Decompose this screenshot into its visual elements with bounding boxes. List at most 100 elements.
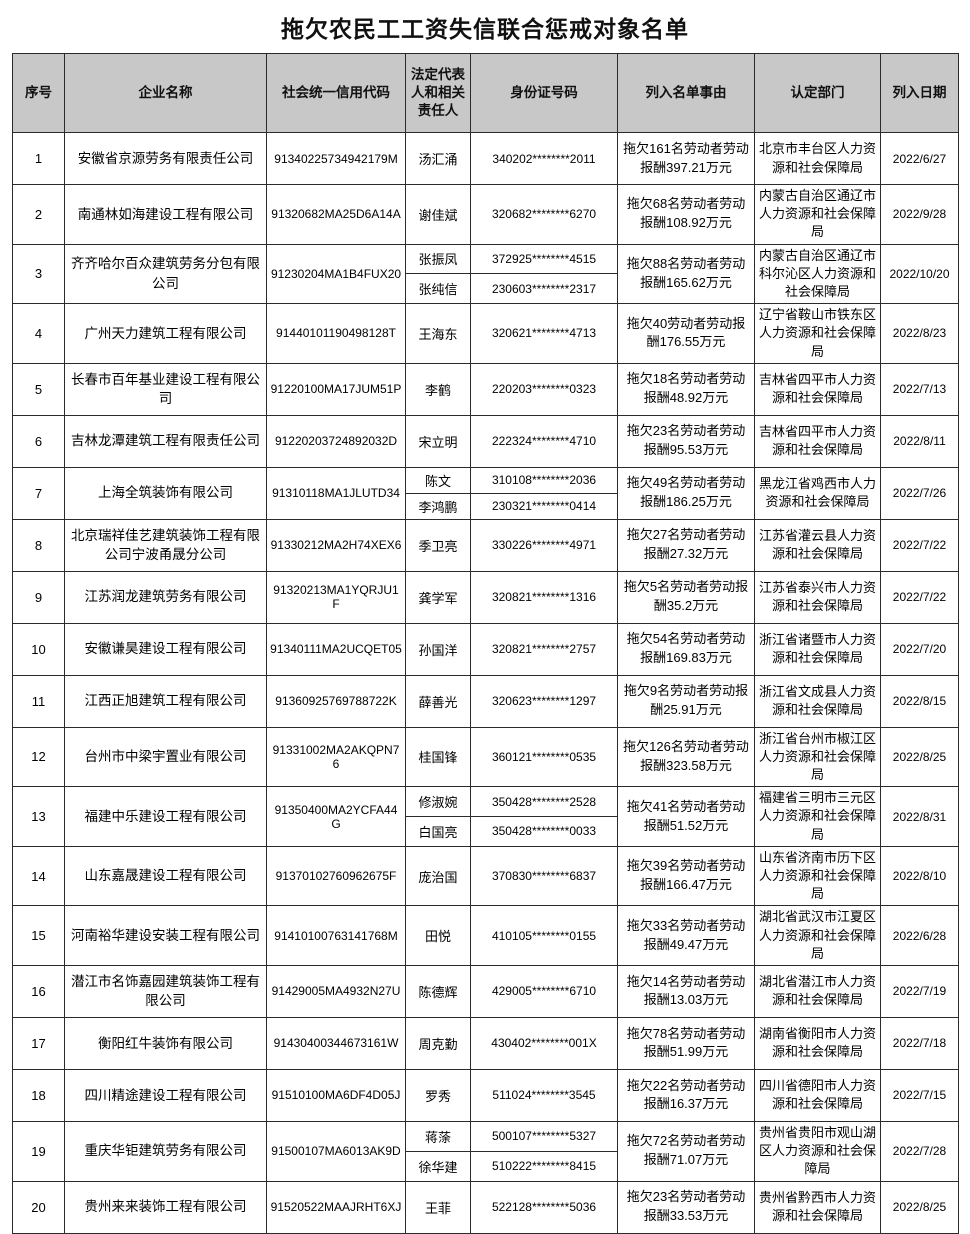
header-row: 序号 企业名称 社会统一信用代码 法定代表人和相关责任人 身份证号码 列入名单事由 认定部门… — [12, 53, 959, 133]
reason-cell: 拖欠68名劳动者劳动报酬108.92万元 — [617, 184, 755, 245]
person-id-cell: 370830********6837 — [470, 845, 618, 907]
department-cell: 浙江省台州市椒江区人力资源和社会保障局 — [754, 726, 881, 788]
department-cell: 北京市丰台区人力资源和社会保障局 — [754, 132, 881, 185]
row-number-cell: 10 — [12, 622, 65, 676]
company-name-cell: 重庆华钜建筑劳务有限公司 — [64, 1120, 267, 1182]
department-cell: 吉林省四平市人力资源和社会保障局 — [754, 362, 881, 416]
person-id-cell: 230603********2317 — [470, 273, 618, 305]
person-name-cell: 龚学军 — [405, 570, 471, 624]
date-cell: 2022/10/20 — [880, 243, 959, 305]
company-name-cell: 福建中乐建设工程有限公司 — [64, 786, 267, 847]
department-cell: 湖北省武汉市江夏区人力资源和社会保障局 — [754, 905, 881, 966]
row-number-cell: 3 — [12, 243, 65, 305]
person-id-cell: 320821********2757 — [470, 622, 618, 676]
table-row: 16 潜江市名饰嘉园建筑装饰工程有限公司 91429005MA4932N27U 陈德辉… — [12, 964, 959, 1018]
person-name-cell: 季卫亮 — [405, 518, 471, 572]
person-name-cell: 徐华建 — [405, 1150, 471, 1182]
table-sub-row: 张纯信 230603********2317 — [13, 273, 959, 305]
row-number-cell: 8 — [12, 518, 65, 572]
row-number-cell: 2 — [12, 184, 65, 245]
date-cell: 2022/7/22 — [880, 518, 959, 572]
credit-code-cell: 91220203724892032D — [266, 414, 406, 468]
credit-code-cell: 91320682MA25D6A14A — [266, 184, 406, 245]
department-cell: 湖南省衡阳市人力资源和社会保障局 — [754, 1016, 881, 1070]
person-name-cell: 陈文 — [405, 466, 471, 494]
reason-cell: 拖欠18名劳动者劳动报酬48.92万元 — [617, 362, 755, 416]
credit-code-cell: 91230204MA1B4FUX20 — [266, 243, 406, 305]
person-name-cell: 周克勤 — [405, 1016, 471, 1070]
date-cell: 2022/7/22 — [880, 570, 959, 624]
company-name-cell: 北京瑞祥佳艺建筑装饰工程有限公司宁波甬晟分公司 — [64, 518, 267, 572]
person-id-cell: 522128********5036 — [470, 1180, 618, 1234]
reason-cell: 拖欠161名劳动者劳动报酬397.21万元 — [617, 132, 755, 185]
column-header-credit-code: 社会统一信用代码 — [266, 53, 406, 133]
department-cell: 江苏省泰兴市人力资源和社会保障局 — [754, 570, 881, 624]
row-number-cell: 6 — [12, 414, 65, 468]
company-name-cell: 上海全筑装饰有限公司 — [64, 466, 267, 520]
person-name-cell: 罗秀 — [405, 1068, 471, 1122]
table-row: 1 安徽省京源劳务有限责任公司 91340225734942179M 汤汇涌 34020… — [12, 132, 959, 185]
reason-cell: 拖欠23名劳动者劳动报酬95.53万元 — [617, 414, 755, 468]
person-name-cell: 张振凤 — [405, 243, 471, 275]
table-row: 14 山东嘉晟建设工程有限公司 91370102760962675F 庞治国 37083… — [12, 845, 959, 907]
person-name-cell: 张纯信 — [405, 273, 471, 305]
department-cell: 浙江省文成县人力资源和社会保障局 — [754, 674, 881, 728]
company-name-cell: 河南裕华建设安装工程有限公司 — [64, 905, 267, 966]
person-name-cell: 王海东 — [405, 303, 471, 364]
company-name-cell: 广州天力建筑工程有限公司 — [64, 303, 267, 364]
date-cell: 2022/7/20 — [880, 622, 959, 676]
date-cell: 2022/6/27 — [880, 132, 959, 185]
table-row: 19 重庆华钜建筑劳务有限公司 91500107MA6013AK9D 蒋蒤 500107… — [12, 1120, 959, 1182]
column-header-company: 企业名称 — [64, 53, 267, 133]
person-id-cell: 320623********1297 — [470, 674, 618, 728]
table-row: 17 衡阳红牛装饰有限公司 91430400344673161W 周克勤 430402*… — [12, 1016, 959, 1070]
reason-cell: 拖欠40劳动者劳动报酬176.55万元 — [617, 303, 755, 364]
date-cell: 2022/8/11 — [880, 414, 959, 468]
department-cell: 吉林省四平市人力资源和社会保障局 — [754, 414, 881, 468]
reason-cell: 拖欠49名劳动者劳动报酬186.25万元 — [617, 466, 755, 520]
person-id-cell: 511024********3545 — [470, 1068, 618, 1122]
table-row: 4 广州天力建筑工程有限公司 91440101190498128T 王海东 320621… — [12, 303, 959, 364]
penalty-roster-table: 序号 企业名称 社会统一信用代码 法定代表人和相关责任人 身份证号码 列入名单事由 认定部门… — [12, 53, 959, 1234]
person-id-cell: 510222********8415 — [470, 1150, 618, 1182]
row-number-cell: 4 — [12, 303, 65, 364]
credit-code-cell: 91430400344673161W — [266, 1016, 406, 1070]
person-id-cell: 350428********2528 — [470, 786, 618, 818]
department-cell: 内蒙古自治区通辽市人力资源和社会保障局 — [754, 184, 881, 245]
date-cell: 2022/7/15 — [880, 1068, 959, 1122]
company-name-cell: 四川精途建设工程有限公司 — [64, 1068, 267, 1122]
person-id-cell: 350428********0033 — [470, 816, 618, 847]
person-name-cell: 陈德辉 — [405, 964, 471, 1018]
credit-code-cell: 91340111MA2UCQET05 — [266, 622, 406, 676]
credit-code-cell: 91350400MA2YCFA44G — [266, 786, 406, 847]
table-sub-row: 李鸿鹏 230321********0414 — [13, 492, 959, 520]
person-id-cell: 310108********2036 — [470, 466, 618, 494]
company-name-cell: 吉林龙潭建筑工程有限责任公司 — [64, 414, 267, 468]
person-name-cell: 蒋蒤 — [405, 1120, 471, 1152]
person-name-cell: 桂国锋 — [405, 726, 471, 788]
date-cell: 2022/8/23 — [880, 303, 959, 364]
table-sub-row: 徐华建 510222********8415 — [13, 1150, 959, 1182]
table-row: 13 福建中乐建设工程有限公司 91350400MA2YCFA44G 修淑婉 35042… — [12, 786, 959, 847]
table-row: 11 江西正旭建筑工程有限公司 91360925769788722K 薛善光 32062… — [12, 674, 959, 728]
column-header-no: 序号 — [12, 53, 65, 133]
company-name-cell: 衡阳红牛装饰有限公司 — [64, 1016, 267, 1070]
person-id-cell: 320682********6270 — [470, 184, 618, 245]
date-cell: 2022/8/31 — [880, 786, 959, 847]
company-name-cell: 齐齐哈尔百众建筑劳务分包有限公司 — [64, 243, 267, 305]
company-name-cell: 潜江市名饰嘉园建筑装饰工程有限公司 — [64, 964, 267, 1018]
date-cell: 2022/9/28 — [880, 184, 959, 245]
department-cell: 黑龙江省鸡西市人力资源和社会保障局 — [754, 466, 881, 520]
date-cell: 2022/7/13 — [880, 362, 959, 416]
department-cell: 福建省三明市三元区人力资源和社会保障局 — [754, 786, 881, 847]
table-row: 6 吉林龙潭建筑工程有限责任公司 91220203724892032D 宋立明 2223… — [12, 414, 959, 468]
table-sub-row: 白国亮 350428********0033 — [13, 816, 959, 847]
column-header-date: 列入日期 — [880, 53, 959, 133]
reason-cell: 拖欠9名劳动者劳动报酬25.91万元 — [617, 674, 755, 728]
person-name-cell: 王菲 — [405, 1180, 471, 1234]
page-title: 拖欠农民工工资失信联合惩戒对象名单 — [281, 17, 689, 42]
credit-code-cell: 91510100MA6DF4D05J — [266, 1068, 406, 1122]
person-id-cell: 230321********0414 — [470, 492, 618, 520]
department-cell: 四川省德阳市人力资源和社会保障局 — [754, 1068, 881, 1122]
